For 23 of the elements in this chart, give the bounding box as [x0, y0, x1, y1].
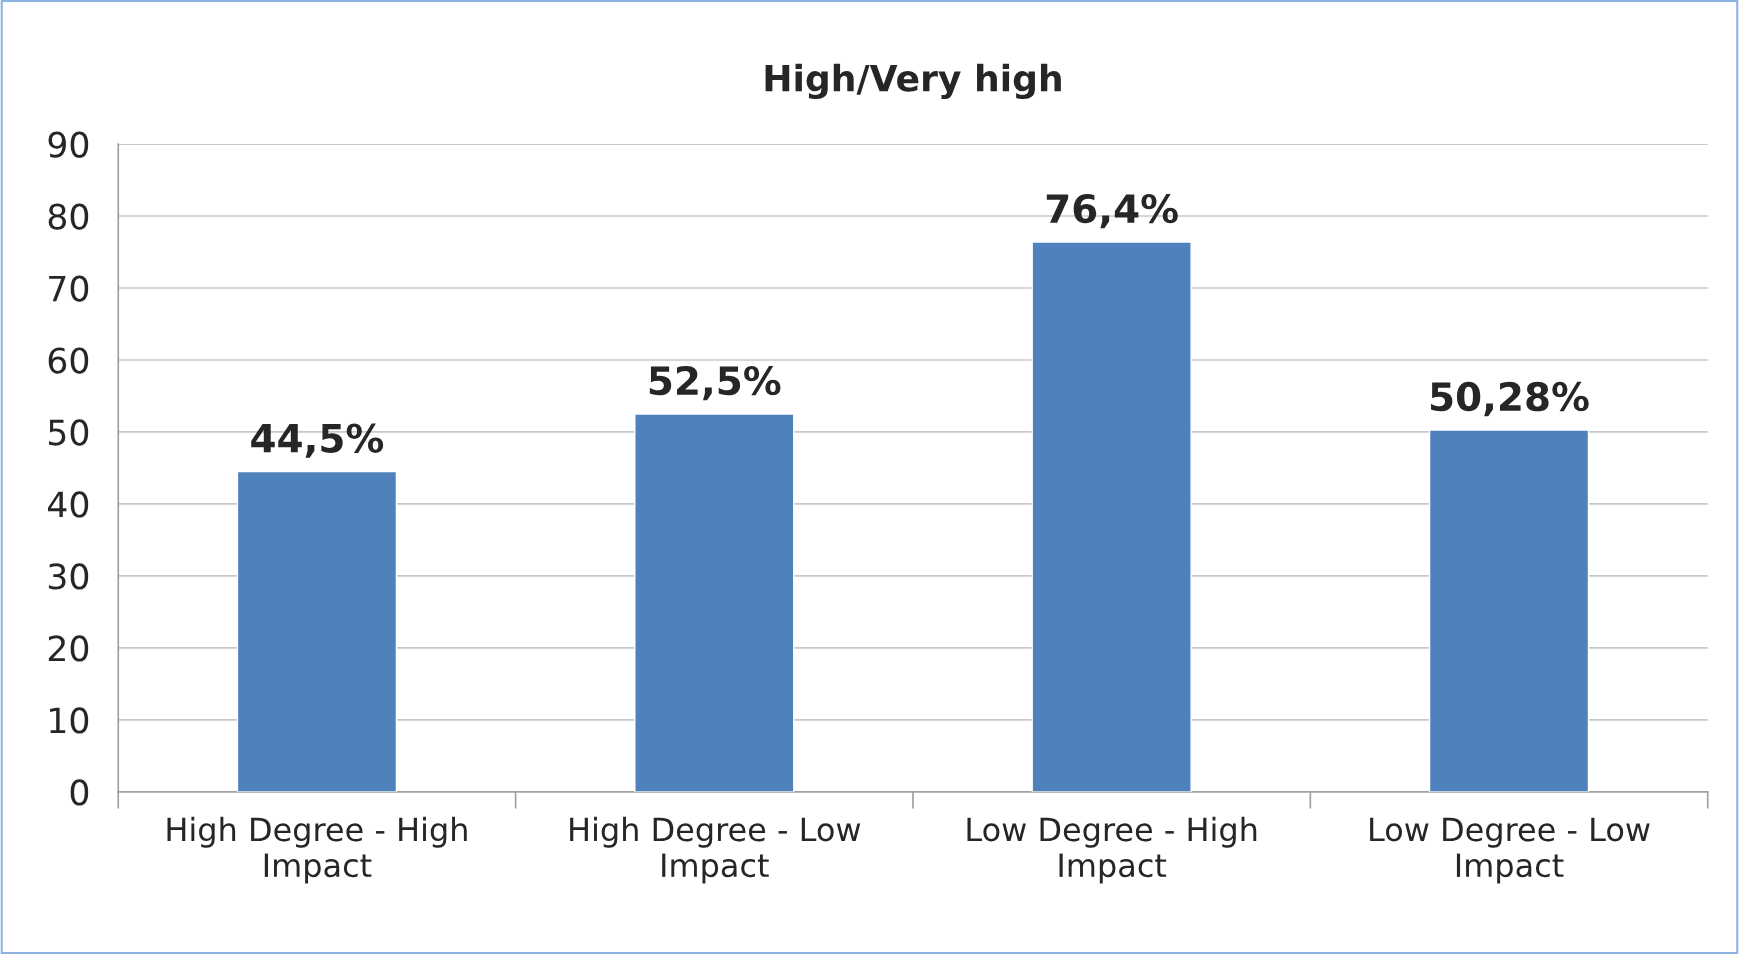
y-tick-label: 90: [48, 131, 89, 158]
x-tick-label: Low Degree - Low Impact: [1370, 817, 1650, 884]
x-tick-label: High Degree - High Impact: [167, 816, 467, 884]
data-label: 50,28%: [1431, 381, 1589, 417]
x-tick-label: Low Degree - High Impact: [967, 816, 1257, 884]
bar: [236, 470, 398, 792]
bar: [1031, 241, 1192, 792]
data-label: 52,5%: [649, 365, 781, 401]
data-label: 76,4%: [1046, 193, 1178, 229]
y-tick-label: 70: [49, 275, 89, 302]
data-label: 44,5%: [251, 423, 384, 458]
bar: [1428, 429, 1590, 792]
y-tick-label: 10: [50, 707, 89, 734]
y-tick-label: 20: [48, 635, 89, 662]
y-tick-label: 80: [48, 203, 89, 230]
y-tick-label: 60: [48, 347, 89, 374]
y-tick-label: 30: [48, 563, 89, 590]
y-tick-label: 50: [48, 419, 89, 446]
y-tick-label: 40: [47, 491, 89, 518]
y-tick-label: 0: [70, 779, 89, 806]
x-tick-label: High Degree - Low Impact: [570, 816, 861, 884]
chart-title: High/Very high: [765, 63, 1061, 100]
bar: [634, 413, 795, 792]
